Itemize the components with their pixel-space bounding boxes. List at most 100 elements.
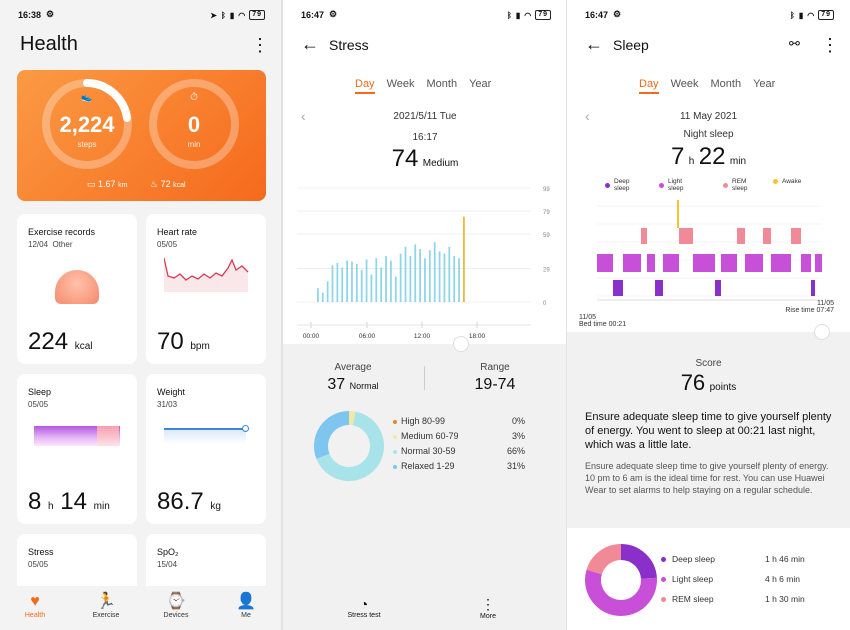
battery-icon: 79 xyxy=(535,10,551,20)
status-bar: 16:38 ⚙ ➤ ᛒ ▮ ◠ 79 xyxy=(0,9,281,24)
legend-dot xyxy=(393,464,397,469)
stress-bar xyxy=(419,249,421,302)
nav-health[interactable]: ♥ Health xyxy=(0,592,70,619)
back-arrow-icon[interactable]: ← xyxy=(585,34,603,54)
sleep-segment-light xyxy=(801,254,811,272)
back-arrow-icon[interactable]: ← xyxy=(301,34,319,54)
nav-exercise[interactable]: 🏃 Exercise xyxy=(71,592,141,619)
sleep-segment-light xyxy=(663,254,679,272)
legend-percent: 66% xyxy=(506,446,525,456)
stress-bar xyxy=(360,269,363,302)
more-button[interactable]: ⋮ More xyxy=(453,596,523,620)
more-options-icon[interactable]: ⋮ xyxy=(821,35,839,55)
breakdown-label: Deep sleep xyxy=(672,554,716,564)
tab-day[interactable]: Day xyxy=(639,78,659,94)
tab-year[interactable]: Year xyxy=(469,78,492,90)
sleep-segment-rem xyxy=(737,228,745,244)
previous-day-icon[interactable]: ‹ xyxy=(585,108,590,124)
legend-label: Relaxed 1-29 xyxy=(401,461,455,471)
tab-week[interactable]: Week xyxy=(670,78,699,90)
stress-value: 74 xyxy=(391,145,419,172)
active-minutes-value: 0 xyxy=(187,112,201,137)
stress-legend-row: Medium 60-79 3% xyxy=(393,431,533,446)
stress-level: Medium xyxy=(422,158,459,169)
sleep-stage-chart xyxy=(597,200,822,301)
donut-slice xyxy=(316,411,384,481)
more-options-icon[interactable]: ⋮ xyxy=(251,35,269,55)
weight-value: 86.7 kg xyxy=(157,488,221,515)
distance-value: 1.67 xyxy=(98,179,116,189)
tab-month[interactable]: Month xyxy=(426,78,458,90)
sleep-segment-light xyxy=(721,254,737,272)
stress-bar xyxy=(414,244,417,302)
y-tick-label: 79 xyxy=(543,210,550,216)
heart-rate-value: 70 bpm xyxy=(157,328,210,355)
tab-month[interactable]: Month xyxy=(710,78,742,90)
card-date: 05/05 xyxy=(157,240,178,249)
tab-day[interactable]: Day xyxy=(355,78,375,94)
chart-scrubber[interactable] xyxy=(453,336,469,352)
heart-rate-card[interactable]: Heart rate 05/05 70 bpm xyxy=(146,214,266,364)
stress-bar xyxy=(399,253,402,302)
sleep-card[interactable]: Sleep 05/05 8 h 14 min xyxy=(17,374,137,524)
share-icon[interactable]: ⚯ xyxy=(789,36,800,51)
stress-bar xyxy=(331,265,334,302)
sleep-segment-light xyxy=(815,254,822,272)
y-tick-label: 29 xyxy=(543,268,550,274)
stress-bar xyxy=(453,255,456,302)
sleep-segment-light xyxy=(597,254,613,272)
flame-icon: ♨ xyxy=(150,179,159,189)
stress-bar xyxy=(443,253,446,302)
weight-trend-line xyxy=(164,428,244,430)
stress-legend-row: Relaxed 1-29 31% xyxy=(393,461,533,476)
calories-value: 72 xyxy=(160,179,171,189)
stress-test-button[interactable]: ◔ Stress test xyxy=(329,596,399,619)
stress-bar xyxy=(326,281,329,302)
sleep-legend: Deep sleep Light sleep REM sleep Awake xyxy=(605,178,835,198)
y-tick-label: 99 xyxy=(543,187,550,193)
sleep-segment-light xyxy=(771,254,791,272)
divider xyxy=(281,0,283,630)
card-title: Exercise records xyxy=(28,227,96,237)
weight-card[interactable]: Weight 31/03 86.7 kg xyxy=(146,374,266,524)
page-title: Sleep xyxy=(613,37,649,53)
stress-bar xyxy=(433,242,436,302)
running-icon: 🏃 xyxy=(96,593,116,610)
y-tick-label: 59 xyxy=(543,233,550,239)
stress-bar xyxy=(409,255,412,302)
wifi-icon: ◠ xyxy=(524,10,533,20)
nav-devices[interactable]: ⌚ Devices xyxy=(141,592,211,619)
location-icon: ➤ xyxy=(210,10,218,20)
legend-label: Deep sleep xyxy=(614,178,630,192)
status-bar: 16:47 ⚙ ᛒ ▮ ◠ 79 xyxy=(567,9,850,24)
sleep-segment-deep xyxy=(811,280,815,296)
activity-card[interactable]: 👟 2,224 steps ⏱ 0 min ▭ 1.67 km ♨ 72 kca… xyxy=(17,70,266,201)
stress-bar xyxy=(375,258,378,302)
average-label: Average xyxy=(334,362,372,373)
sleep-legend-item: Light sleep xyxy=(659,178,684,192)
tab-year[interactable]: Year xyxy=(753,78,776,90)
status-icons: ᛒ ▮ ◠ 79 xyxy=(507,10,551,20)
exercise-illustration xyxy=(55,270,99,304)
sleep-advice-main: Ensure adequate sleep time to give yours… xyxy=(585,411,832,451)
nav-me[interactable]: 👤 Me xyxy=(211,592,281,619)
stress-summary-section: Average 37 Normal Range 19-74 High 80-99… xyxy=(283,336,567,594)
stress-bar xyxy=(365,259,368,302)
period-tabs: Day Week Month Year xyxy=(639,78,775,94)
tab-week[interactable]: Week xyxy=(386,78,415,90)
sleep-segment-deep xyxy=(715,280,721,296)
sleep-legend-item: Deep sleep xyxy=(605,178,630,192)
sleep-segment-rem xyxy=(791,228,801,244)
card-title: Weight xyxy=(157,387,185,397)
bluetooth-icon: ᛒ xyxy=(507,10,513,20)
exercise-records-card[interactable]: Exercise records 12/04 Other 224 kcal xyxy=(17,214,137,364)
stress-date: 2021/5/11 Tue xyxy=(393,111,457,122)
bed-time: 11/05 Bed time 00:21 xyxy=(579,314,627,328)
distance-unit: km xyxy=(118,182,128,189)
bottom-navigation: ♥ Health 🏃 Exercise ⌚ Devices 👤 Me xyxy=(0,586,281,630)
stress-bar xyxy=(424,258,426,302)
range-label: Range xyxy=(480,362,510,373)
previous-day-icon[interactable]: ‹ xyxy=(301,108,306,124)
chart-scrubber[interactable] xyxy=(814,324,830,340)
sleep-breakdown-row: Deep sleep 1 h 46 min xyxy=(661,554,841,574)
